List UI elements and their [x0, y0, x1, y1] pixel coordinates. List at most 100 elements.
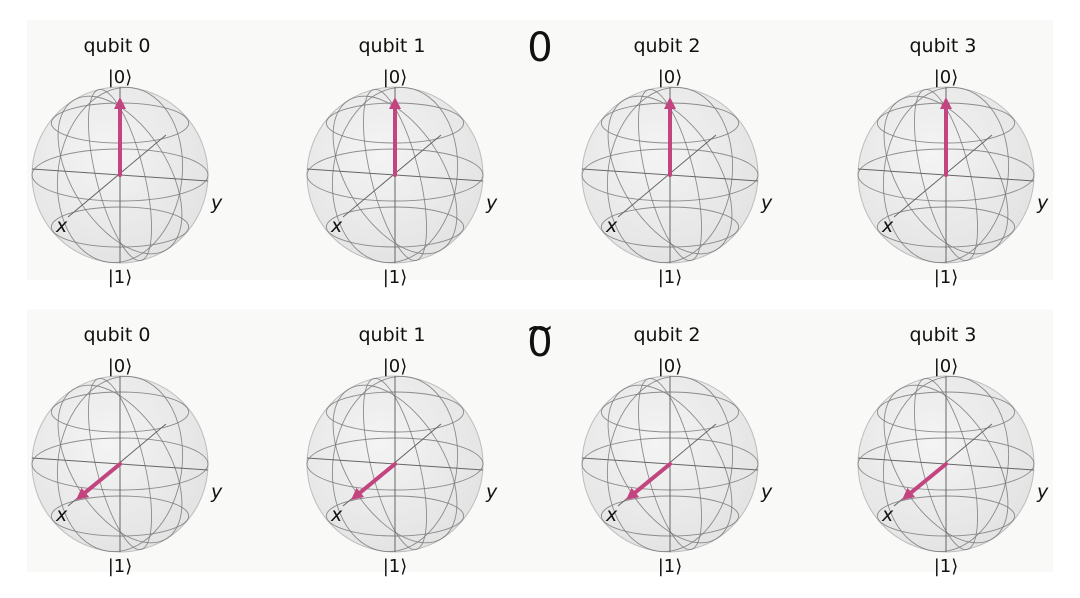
- ket-one-label: |1⟩: [108, 556, 133, 577]
- x-axis-line: [617, 134, 717, 218]
- meridian-circle: [87, 88, 153, 262]
- meridian-circle: [882, 375, 1010, 553]
- bloch-sphere-qubit-1: qubit 1 |0⟩ |1⟩ x y: [302, 309, 502, 577]
- ket-zero-label: |0⟩: [383, 67, 408, 88]
- qubit-label: qubit 3: [909, 35, 977, 57]
- ket-one-label: |1⟩: [934, 556, 959, 577]
- row-title-text: 0: [527, 25, 553, 71]
- y-axis-label: y: [760, 192, 773, 214]
- bloch-sphere-qubit-0: qubit 0 |0⟩ |1⟩ x y: [27, 20, 227, 288]
- meridian-circle: [913, 88, 979, 262]
- qubit-label: qubit 3: [909, 324, 977, 346]
- state-vector-arrowhead: [114, 97, 126, 109]
- meridian-circle: [882, 86, 1010, 264]
- meridian-circle: [56, 375, 184, 553]
- state-vector-arrow: [909, 462, 948, 495]
- state-vector-arrowhead: [940, 97, 952, 109]
- row-title-text: 0: [527, 320, 553, 366]
- bloch-sphere-qubit-2: qubit 2 |0⟩ |1⟩ x y: [577, 20, 777, 288]
- meridian-circle: [332, 95, 458, 255]
- y-axis-label: y: [1036, 481, 1049, 503]
- y-axis-label: y: [1036, 192, 1049, 214]
- row-title-zero-tilde: ~ 0: [517, 311, 563, 366]
- meridian-circle: [331, 86, 459, 264]
- meridian-circle: [87, 377, 153, 551]
- x-axis-line: [342, 134, 442, 218]
- x-axis-label: x: [55, 215, 68, 237]
- ket-one-label: |1⟩: [383, 556, 408, 577]
- y-axis-label: y: [760, 481, 773, 503]
- bloch-sphere-graphic: |0⟩ |1⟩ x y: [306, 67, 498, 288]
- qubit-label: qubit 1: [358, 324, 426, 346]
- x-axis-label: x: [330, 215, 343, 237]
- meridian-circle: [913, 377, 979, 551]
- row-title-zero: 0: [517, 28, 563, 68]
- meridian-circle: [57, 95, 183, 255]
- bloch-sphere-qubit-3: qubit 3 |0⟩ |1⟩ x y: [853, 309, 1053, 577]
- ket-one-label: |1⟩: [658, 556, 683, 577]
- bloch-sphere-graphic: |0⟩ |1⟩ x y: [31, 67, 223, 288]
- state-vector-arrowhead: [76, 487, 90, 500]
- x-axis-label: x: [330, 504, 343, 526]
- ket-zero-label: |0⟩: [108, 356, 133, 377]
- meridian-circle: [607, 384, 733, 544]
- y-axis-label: y: [210, 192, 223, 214]
- ket-zero-label: |0⟩: [658, 67, 683, 88]
- qubit-label: qubit 2: [633, 324, 701, 346]
- state-vector-arrow: [83, 462, 122, 495]
- meridian-circle: [607, 95, 733, 255]
- tilde-accent: ~: [525, 308, 555, 348]
- ket-zero-label: |0⟩: [658, 356, 683, 377]
- meridian-circle: [606, 375, 734, 553]
- ket-one-label: |1⟩: [108, 267, 133, 288]
- meridian-circle: [331, 375, 459, 553]
- x-axis-label: x: [55, 504, 68, 526]
- x-axis-line: [893, 134, 993, 218]
- bloch-sphere-qubit-3: qubit 3 |0⟩ |1⟩ x y: [853, 20, 1053, 288]
- ket-zero-label: |0⟩: [934, 67, 959, 88]
- ket-zero-label: |0⟩: [108, 67, 133, 88]
- bloch-sphere-graphic: |0⟩ |1⟩ x y: [581, 67, 773, 288]
- bloch-sphere-graphic: |0⟩ |1⟩ x y: [857, 356, 1049, 577]
- x-axis-label: x: [605, 215, 618, 237]
- bloch-sphere-qubit-0: qubit 0 |0⟩ |1⟩ x y: [27, 309, 227, 577]
- bloch-sphere-graphic: |0⟩ |1⟩ x y: [306, 356, 498, 577]
- meridian-circle: [637, 377, 703, 551]
- x-axis-label: x: [881, 215, 894, 237]
- ket-zero-label: |0⟩: [383, 356, 408, 377]
- ket-one-label: |1⟩: [934, 267, 959, 288]
- state-vector-arrowhead: [351, 487, 365, 500]
- ket-zero-label: |0⟩: [934, 356, 959, 377]
- meridian-circle: [637, 88, 703, 262]
- meridian-circle: [606, 86, 734, 264]
- meridian-circle: [362, 377, 428, 551]
- x-axis-label: x: [881, 504, 894, 526]
- meridian-circle: [56, 86, 184, 264]
- y-axis-label: y: [485, 481, 498, 503]
- bloch-sphere-graphic: |0⟩ |1⟩ x y: [581, 356, 773, 577]
- y-axis-label: y: [485, 192, 498, 214]
- meridian-circle: [332, 384, 458, 544]
- bloch-row-transformed: ~ 0 qubit 0 |0⟩ |1⟩ x y qubit 1 |0⟩ |1⟩ x y qubi…: [27, 309, 1053, 577]
- meridian-circle: [57, 384, 183, 544]
- state-vector-arrowhead: [664, 97, 676, 109]
- x-axis-line: [67, 134, 167, 218]
- state-vector-arrow: [633, 462, 672, 495]
- x-axis-label: x: [605, 504, 618, 526]
- ket-one-label: |1⟩: [383, 267, 408, 288]
- state-vector-arrowhead: [389, 97, 401, 109]
- qubit-label: qubit 0: [83, 35, 151, 57]
- state-vector-arrowhead: [902, 487, 916, 500]
- state-vector-arrow: [358, 462, 397, 495]
- ket-one-label: |1⟩: [658, 267, 683, 288]
- bloch-sphere-qubit-2: qubit 2 |0⟩ |1⟩ x y: [577, 309, 777, 577]
- bloch-sphere-graphic: |0⟩ |1⟩ x y: [857, 67, 1049, 288]
- bloch-sphere-qubit-1: qubit 1 |0⟩ |1⟩ x y: [302, 20, 502, 288]
- meridian-circle: [362, 88, 428, 262]
- bloch-sphere-graphic: |0⟩ |1⟩ x y: [31, 356, 223, 577]
- state-vector-arrowhead: [626, 487, 640, 500]
- meridian-circle: [883, 95, 1009, 255]
- qubit-label: qubit 2: [633, 35, 701, 57]
- qubit-label: qubit 0: [83, 324, 151, 346]
- meridian-circle: [883, 384, 1009, 544]
